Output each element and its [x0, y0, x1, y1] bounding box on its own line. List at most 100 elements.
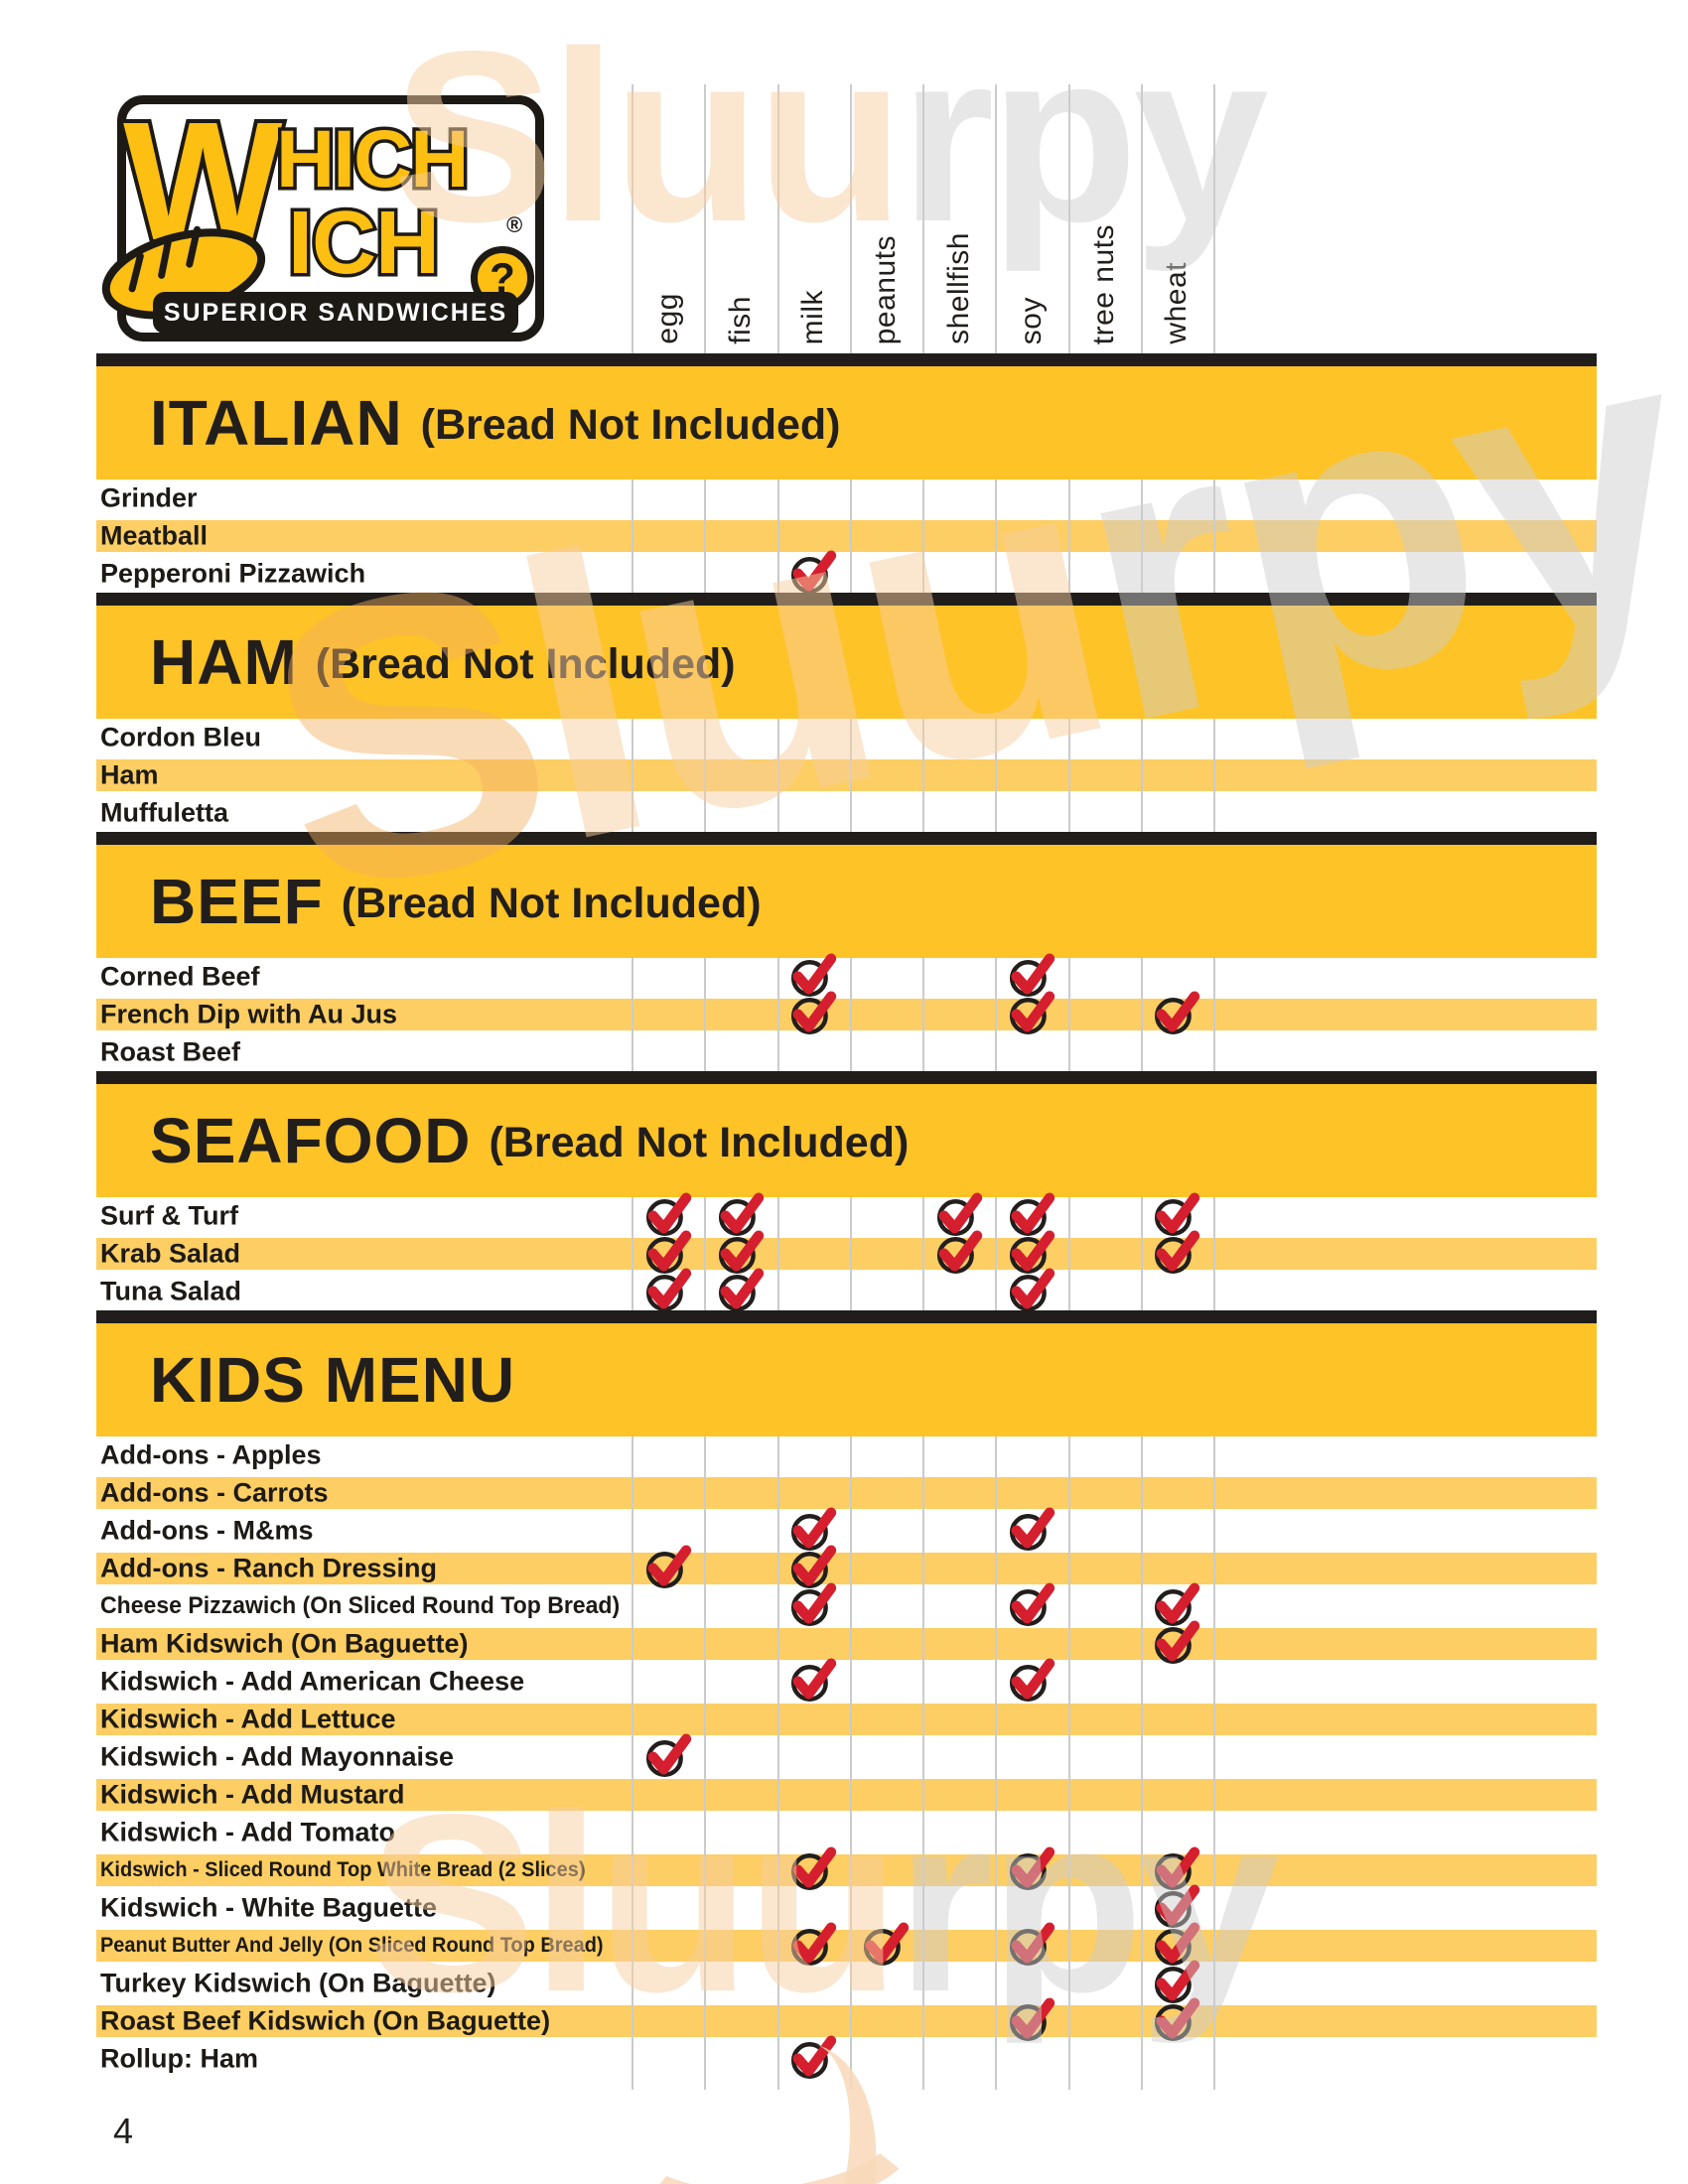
menu-item-row: Kidswich - Add Lettuce [96, 1701, 1597, 1738]
allergen-check-icon [718, 1192, 765, 1236]
allergen-cell [1068, 794, 1141, 832]
menu-item-label: Kidswich - White Baguette [100, 1892, 438, 1923]
allergen-cell [850, 958, 922, 996]
allergen-cell [850, 1512, 922, 1550]
allergen-cell [922, 555, 995, 593]
allergen-cell [704, 479, 776, 517]
allergen-cell [995, 1436, 1067, 1474]
allergen-cell [850, 1663, 922, 1701]
allergen-cell [1068, 1814, 1141, 1851]
which-wich-logo: W HICH ICH ® ? SUPERIOR SANDWICHES [101, 93, 544, 341]
allergen-column: soy [995, 84, 1067, 352]
allergen-cell [704, 1477, 776, 1509]
section-rows: Corned Beef French Dip with Au Jus Roast… [96, 953, 1597, 1071]
menu-item-row: Add-ons - Ranch Dressing [96, 1545, 1597, 1588]
allergen-cells [632, 1779, 1213, 1811]
section-rows: Grinder Meatball Pepperoni Pizzawich [96, 479, 1597, 594]
allergen-check-icon [645, 1545, 691, 1588]
allergen-cell [995, 759, 1067, 791]
allergen-cell [850, 479, 922, 517]
allergen-cell [1068, 1704, 1141, 1735]
section-rows: Add-ons - Apples Add-ons - Carrots Add-o… [96, 1436, 1597, 2079]
allergen-cell [850, 520, 922, 552]
allergen-cell [1068, 1930, 1141, 1962]
allergen-check-icon [1155, 1620, 1200, 1664]
allergen-cell [704, 555, 776, 593]
menu-section: BEEF (Bread Not Included) Corned Beef Fr… [96, 832, 1597, 1071]
allergen-check-icon [718, 1268, 765, 1311]
logo-bottom-letters: ICH [285, 194, 444, 293]
allergen-cell [1141, 1779, 1213, 1811]
menu-item-row: Kidswich - Add Mayonnaise [96, 1733, 1597, 1777]
menu-section: SEAFOOD (Bread Not Included) Surf & Turf… [96, 1071, 1597, 1311]
menu-item-label: Cordon Bleu [100, 722, 261, 752]
allergen-cell [850, 2005, 922, 2037]
allergen-cell [1068, 2040, 1141, 2078]
allergen-cell [632, 794, 704, 832]
allergen-cell [850, 1965, 922, 2002]
allergen-column-label: tree nuts [1087, 223, 1121, 344]
allergen-cell [632, 1889, 704, 1927]
allergen-cell [922, 1192, 995, 1236]
allergen-cell [1141, 1436, 1213, 1474]
allergen-cell [850, 1436, 922, 1474]
allergen-table: ITALIAN (Bread Not Included) Grinder Mea… [96, 353, 1597, 2079]
allergen-cell [1068, 719, 1141, 756]
allergen-cell [704, 719, 776, 756]
allergen-cell [922, 1587, 995, 1625]
allergen-cell [995, 520, 1067, 552]
allergen-column-label: fish [723, 296, 757, 344]
allergen-cell [632, 1587, 704, 1625]
allergen-cell [632, 759, 704, 791]
menu-item-label: Roast Beef [100, 1036, 241, 1067]
allergen-cell [1141, 1997, 1213, 2041]
allergen-check-icon [645, 1230, 691, 1274]
allergen-cell [704, 1587, 776, 1625]
menu-item-row: Pepperoni Pizzawich [96, 550, 1597, 594]
page-number: 4 [113, 2111, 134, 2151]
allergen-cell [850, 1779, 922, 1811]
allergen-cell [1141, 1704, 1213, 1735]
allergen-column-label: soy [1014, 296, 1048, 344]
allergen-cell [1141, 520, 1213, 552]
allergen-cells [632, 1545, 1213, 1588]
allergen-cell [632, 520, 704, 552]
allergen-check-icon [1155, 1997, 1200, 2041]
menu-item-label: Add-ons - Ranch Dressing [100, 1553, 438, 1583]
allergen-cell [632, 555, 704, 593]
allergen-cells [632, 1960, 1213, 2003]
allergen-cell [632, 719, 704, 756]
allergen-cell [850, 1238, 922, 1270]
allergen-cells [632, 2035, 1213, 2079]
allergen-cell [632, 1814, 704, 1851]
section-rows: Cordon Bleu Ham Muffuletta [96, 719, 1597, 832]
allergen-cell [777, 1436, 850, 1474]
allergen-cell [1068, 1033, 1141, 1071]
menu-item-row: Krab Salad [96, 1230, 1597, 1274]
allergen-cell [850, 1273, 922, 1310]
allergen-cell [922, 1704, 995, 1735]
section-divider-bar [96, 1071, 1597, 1084]
allergen-cell [1141, 1273, 1213, 1310]
allergen-cell [850, 1814, 922, 1851]
section-header: BEEF (Bread Not Included) [96, 845, 1597, 958]
allergen-cell [704, 1230, 776, 1274]
section-subtitle: (Bread Not Included) [315, 639, 736, 688]
menu-item-label: Add-ons - M&ms [100, 1515, 314, 1546]
menu-item-row: Roast Beef Kidswich (On Baguette) [96, 1997, 1597, 2041]
allergen-cell [1068, 1587, 1141, 1625]
menu-item-row: Peanut Butter And Jelly (On Sliced Round… [96, 1922, 1597, 1966]
allergen-cell [704, 999, 776, 1030]
allergen-cell [850, 794, 922, 832]
allergen-cell [850, 1587, 922, 1625]
section-divider-bar [96, 832, 1597, 845]
section-header: SEAFOOD (Bread Not Included) [96, 1084, 1597, 1197]
allergen-cell [922, 999, 995, 1030]
allergen-column-label: shellfish [941, 232, 975, 344]
menu-item-row: Cheese Pizzawich (On Sliced Round Top Br… [96, 1582, 1597, 1626]
allergen-cell [995, 479, 1067, 517]
allergen-cell [632, 2040, 704, 2078]
menu-item-label: Pepperoni Pizzawich [100, 558, 366, 589]
allergen-check-icon [936, 1192, 982, 1236]
allergen-cells [632, 991, 1213, 1034]
